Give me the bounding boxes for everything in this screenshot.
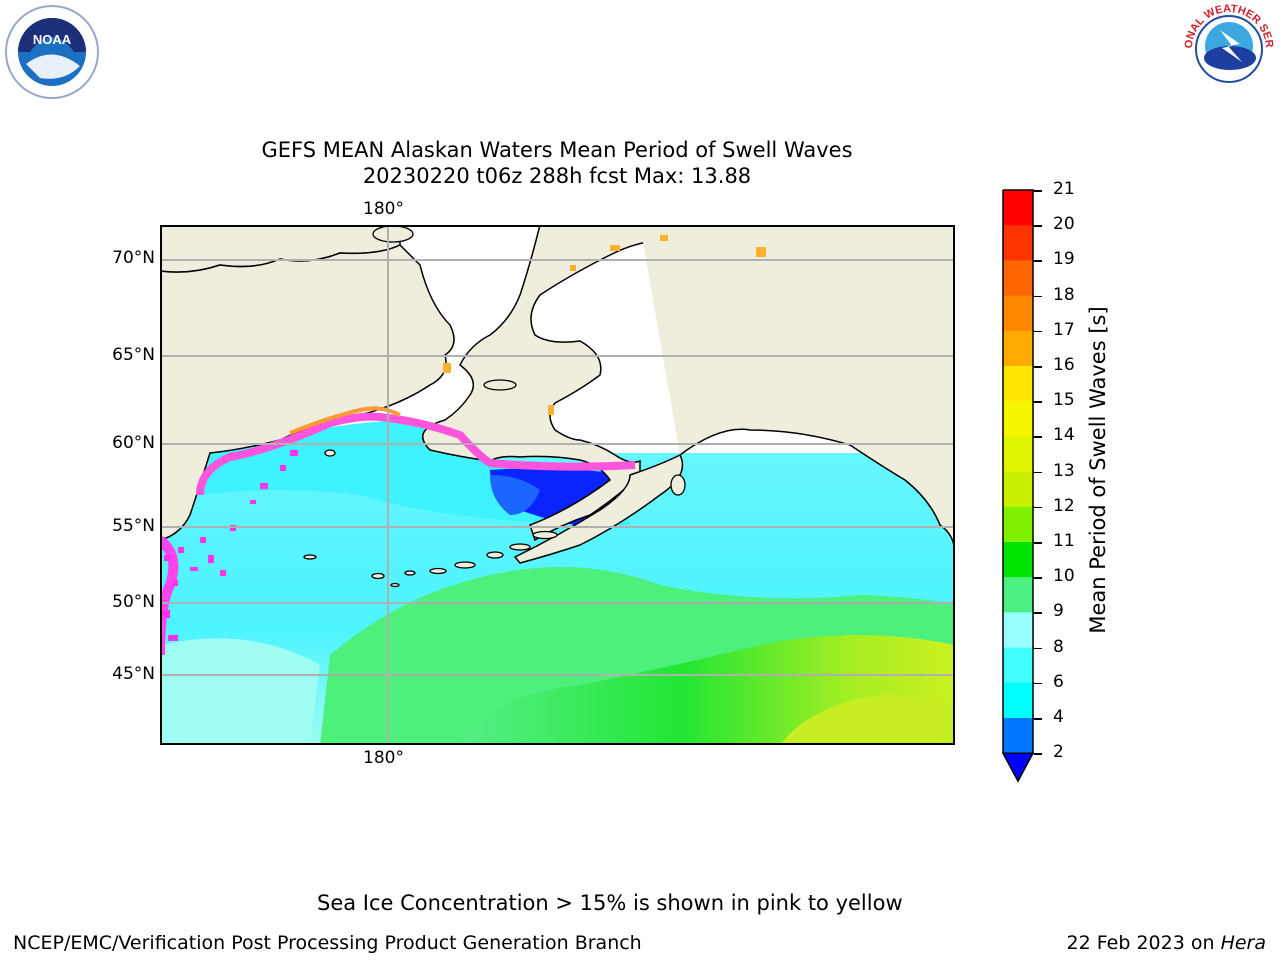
colorbar-tick-mark: [1034, 225, 1042, 227]
colorbar-tick-mark: [1034, 330, 1042, 333]
chart-title: GEFS MEAN Alaskan Waters Mean Period of …: [261, 138, 853, 162]
colorbar-tick-label: 18: [1053, 284, 1075, 305]
colorbar-tick-label: 15: [1053, 390, 1075, 411]
colorbar: [1001, 188, 1035, 783]
colorbar-tick-mark: [1034, 506, 1042, 509]
colorbar-segment: [1003, 577, 1033, 613]
colorbar-tick-label: 10: [1053, 566, 1075, 587]
colorbar-segment: [1003, 612, 1033, 649]
lon-label-bottom: 180°: [363, 748, 404, 768]
colorbar-tick-mark: [1034, 401, 1042, 403]
colorbar-svg: [1001, 189, 1035, 783]
footer-date: 22 Feb 2023 on: [1066, 932, 1215, 954]
colorbar-label: Mean Period of Swell Waves [s]: [1086, 306, 1110, 634]
colorbar-tick-mark: [1034, 647, 1042, 650]
aleutian-islands: [303, 530, 558, 588]
colorbar-tick-label: 6: [1053, 671, 1064, 692]
colorbar-tick-label: 13: [1053, 460, 1075, 481]
colorbar-tick-mark: [1034, 753, 1042, 755]
colorbar-segment: [1003, 330, 1033, 367]
lat-label-50: 50°N: [112, 592, 155, 612]
map-frame: [160, 225, 955, 745]
noaa-logo-text: NOAA: [33, 32, 72, 47]
colorbar-tick-mark: [1034, 577, 1042, 579]
colorbar-tick-mark: [1034, 366, 1042, 368]
colorbar-tick-mark: [1034, 260, 1042, 262]
colorbar-tick-mark: [1034, 612, 1042, 614]
swell-region-8-9-west: [160, 638, 320, 745]
colorbar-segment: [1003, 225, 1033, 261]
footer-left: NCEP/EMC/Verification Post Processing Pr…: [13, 932, 642, 954]
colorbar-extend-arrow: [1001, 752, 1035, 783]
colorbar-tick-mark: [1034, 436, 1042, 438]
chart-subtitle: 20230220 t06z 288h fcst Max: 13.88: [362, 164, 752, 188]
colorbar-tick-mark: [1034, 471, 1042, 474]
colorbar-tick-mark: [1034, 718, 1042, 720]
sea-ice-note: Sea Ice Concentration > 15% is shown in …: [317, 891, 903, 915]
colorbar-tick-label: 14: [1053, 425, 1075, 446]
nws-logo: NATIONAL WEATHER SERVICE: [1176, 0, 1278, 98]
colorbar-tick-label: 9: [1053, 601, 1064, 622]
colorbar-tick-label: 4: [1053, 707, 1064, 727]
colorbar-tick-label: 20: [1053, 214, 1075, 235]
colorbar-tick-label: 12: [1053, 495, 1075, 516]
colorbar-segment: [1003, 295, 1033, 332]
noaa-logo: NOAA: [4, 4, 100, 100]
footer-right: 22 Feb 2023 on Hera: [1067, 932, 1266, 954]
colorbar-segment: [1003, 647, 1033, 684]
colorbar-tick-mark: [1034, 295, 1042, 298]
lat-label-45: 45°N: [112, 664, 155, 684]
colorbar-segment: [1003, 190, 1033, 226]
colorbar-segment: [1003, 718, 1033, 754]
colorbar-segment: [1003, 436, 1033, 473]
sea-ice-patches: [162, 450, 298, 641]
grid-lines: [160, 225, 955, 745]
lat-label-55: 55°N: [112, 516, 155, 536]
colorbar-tick-label: 21: [1053, 179, 1075, 199]
colorbar-segment: [1003, 401, 1033, 437]
colorbar-tick-label: 19: [1053, 249, 1075, 270]
colorbar-segment: [1003, 542, 1033, 578]
colorbar-segment: [1003, 366, 1033, 402]
map-svg: [155, 224, 956, 745]
colorbar-tick-label: 17: [1053, 319, 1075, 340]
colorbar-segment: [1003, 260, 1033, 297]
colorbar-tick-label: 11: [1053, 531, 1075, 551]
footer-host: Hera: [1220, 932, 1266, 954]
colorbar-tick-label: 8: [1053, 636, 1064, 657]
colorbar-tick-mark: [1034, 682, 1042, 685]
colorbar-tick-mark: [1034, 190, 1042, 192]
map-panel: [155, 224, 956, 745]
lat-label-60: 60°N: [112, 433, 155, 453]
colorbar-tick-mark: [1034, 542, 1042, 544]
colorbar-segment: [1003, 471, 1033, 508]
colorbar-segment: [1003, 506, 1033, 543]
swell-region-12-13: [780, 695, 955, 745]
lat-label-70: 70°N: [112, 248, 155, 268]
colorbar-tick-label: 2: [1053, 742, 1064, 763]
colorbar-tick-label: 16: [1053, 355, 1075, 375]
colorbar-segment: [1003, 682, 1033, 719]
lat-label-65: 65°N: [112, 345, 155, 365]
lon-label-top: 180°: [363, 199, 404, 219]
